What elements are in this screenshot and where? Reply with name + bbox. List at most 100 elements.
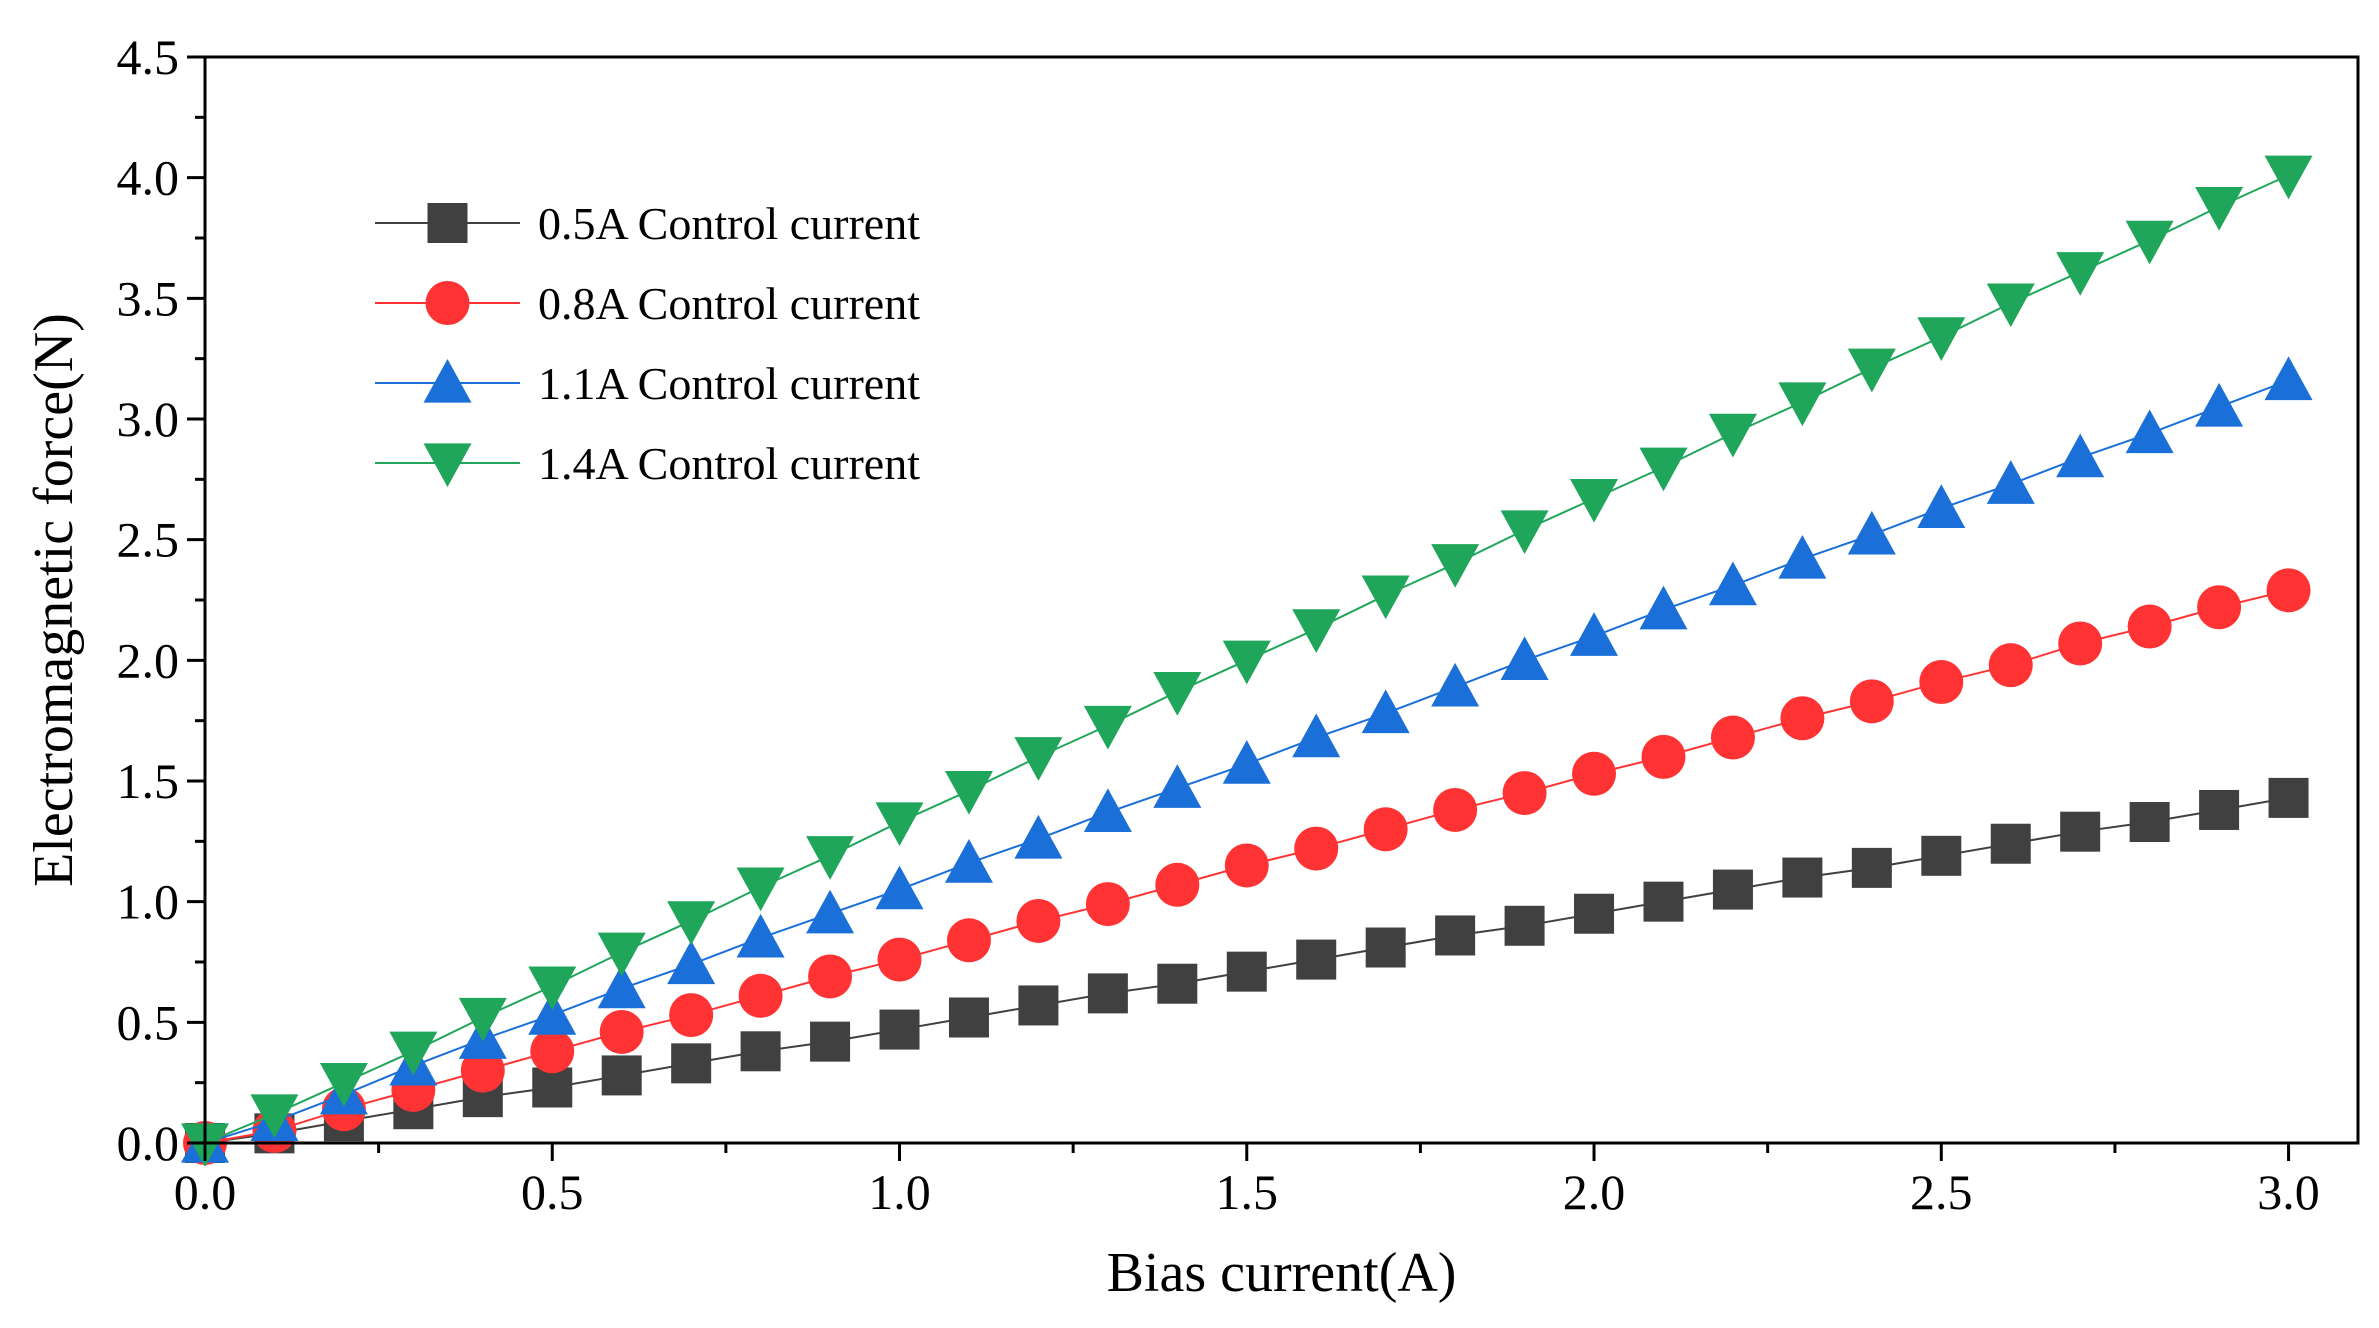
data-point-triangle-down <box>2195 186 2244 231</box>
x-axis-title: Bias current(A) <box>1107 1242 1457 1304</box>
data-point-triangle-up <box>597 964 646 1009</box>
y-tick-label: 2.5 <box>117 512 180 568</box>
data-point-circle <box>2197 585 2242 630</box>
legend-item: 0.8A Control current <box>375 278 920 329</box>
data-point-triangle-up <box>1361 689 1410 734</box>
data-point-circle <box>1433 787 1478 832</box>
legend: 0.5A Control current 0.8A Control current… <box>375 198 920 489</box>
data-point-circle <box>877 937 922 982</box>
data-point-triangle-down <box>319 1062 368 1107</box>
x-tick-label: 2.0 <box>1563 1164 1626 1220</box>
data-point-circle <box>738 973 783 1018</box>
data-point-triangle-up <box>944 839 993 883</box>
data-point-triangle-down <box>2125 220 2174 265</box>
data-point-triangle-up <box>1500 636 1549 681</box>
y-axis: 0.0 0.5 1.0 1.5 2.0 2.5 3.0 3.5 4.0 4.5 <box>117 29 205 1171</box>
data-point-square <box>1851 847 1892 888</box>
data-point-triangle-up <box>2264 356 2313 401</box>
data-point-circle <box>1294 826 1339 871</box>
legend-item: 1.1A Control current <box>375 358 920 409</box>
data-point-triangle-down <box>1708 413 1757 458</box>
data-point-square <box>1712 869 1753 910</box>
data-point-triangle-up <box>1639 585 1688 630</box>
data-point-circle <box>1780 696 1825 741</box>
data-point-triangle-up <box>1083 788 1132 833</box>
data-point-triangle-down <box>1639 447 1688 492</box>
data-point-square <box>1643 881 1684 922</box>
data-point-triangle-down <box>1917 317 1966 361</box>
data-point-circle <box>2266 568 2311 613</box>
data-point-square <box>1226 951 1267 992</box>
data-point-triangle-down <box>1570 478 1619 523</box>
data-point-square <box>1574 893 1615 934</box>
data-point-triangle-up <box>875 865 924 910</box>
data-point-circle <box>946 918 991 963</box>
data-point-circle <box>460 1048 505 1093</box>
data-point-triangle-up <box>2125 409 2174 454</box>
data-point-square <box>2199 789 2240 830</box>
data-point-square <box>671 1043 712 1084</box>
data-point-triangle-down <box>597 932 646 977</box>
data-point-square <box>948 997 989 1038</box>
data-point-triangle-up <box>2195 382 2244 427</box>
series-circle <box>183 568 2311 1165</box>
data-point-circle <box>1155 862 1200 907</box>
data-point-triangle-up <box>2056 433 2105 478</box>
legend-marker-triangle-up <box>423 359 472 403</box>
legend-marker-triangle-down <box>423 443 472 487</box>
legend-item: 1.4A Control current <box>375 438 920 489</box>
data-point-circle <box>2127 604 2172 649</box>
legend-label: 0.5A Control current <box>538 198 920 249</box>
data-point-circle <box>1502 771 1547 816</box>
data-point-circle <box>1641 734 1686 779</box>
data-point-triangle-up <box>1847 510 1896 555</box>
y-tick-label: 2.0 <box>117 632 180 688</box>
legend-label: 1.1A Control current <box>538 358 920 409</box>
data-point-triangle-up <box>667 940 716 985</box>
data-point-triangle-down <box>1083 705 1132 750</box>
data-point-triangle-down <box>2056 252 2105 296</box>
y-tick-label: 1.5 <box>117 753 180 809</box>
data-point-triangle-down <box>736 867 785 912</box>
series-triangle-up <box>181 356 2313 1163</box>
data-point-square <box>601 1055 642 1096</box>
data-point-triangle-down <box>1361 575 1410 620</box>
data-point-circle <box>2058 621 2103 666</box>
data-point-triangle-down <box>806 836 855 880</box>
data-point-square <box>2060 811 2101 852</box>
data-point-triangle-down <box>458 997 507 1042</box>
x-tick-label: 3.0 <box>2257 1164 2320 1220</box>
data-point-circle <box>1085 882 1130 927</box>
y-tick-label: 4.5 <box>117 29 180 85</box>
data-point-triangle-down <box>875 802 924 847</box>
series-layer <box>181 155 2313 1167</box>
data-point-triangle-down <box>1500 510 1549 555</box>
data-point-square <box>810 1021 851 1062</box>
legend-label: 0.8A Control current <box>538 278 920 329</box>
data-point-triangle-down <box>389 1031 438 1076</box>
legend-label: 1.4A Control current <box>538 438 920 489</box>
y-axis-title: Electromagnetic force(N) <box>23 313 85 887</box>
data-point-circle <box>1710 715 1755 760</box>
data-point-square <box>1921 835 1962 876</box>
data-point-circle <box>1572 751 1617 796</box>
data-point-square <box>2268 777 2309 818</box>
data-point-circle <box>808 954 853 999</box>
x-tick-label: 1.0 <box>868 1164 931 1220</box>
data-point-circle <box>1988 643 2033 688</box>
data-point-triangle-up <box>806 889 855 934</box>
data-point-circle <box>599 1009 644 1054</box>
data-point-triangle-down <box>1153 672 1202 716</box>
data-point-triangle-up <box>1917 484 1966 528</box>
y-tick-label: 4.0 <box>117 150 180 206</box>
data-point-triangle-up <box>1986 460 2035 504</box>
legend-item: 0.5A Control current <box>375 198 920 249</box>
data-point-triangle-up <box>1778 534 1827 579</box>
data-point-triangle-up <box>1431 662 1480 707</box>
data-point-circle <box>530 1029 575 1074</box>
data-point-square <box>1990 823 2031 864</box>
data-point-square <box>1504 905 1545 946</box>
data-point-triangle-down <box>1222 640 1271 685</box>
data-point-triangle-up <box>1153 764 1202 808</box>
data-point-triangle-down <box>1292 609 1341 653</box>
